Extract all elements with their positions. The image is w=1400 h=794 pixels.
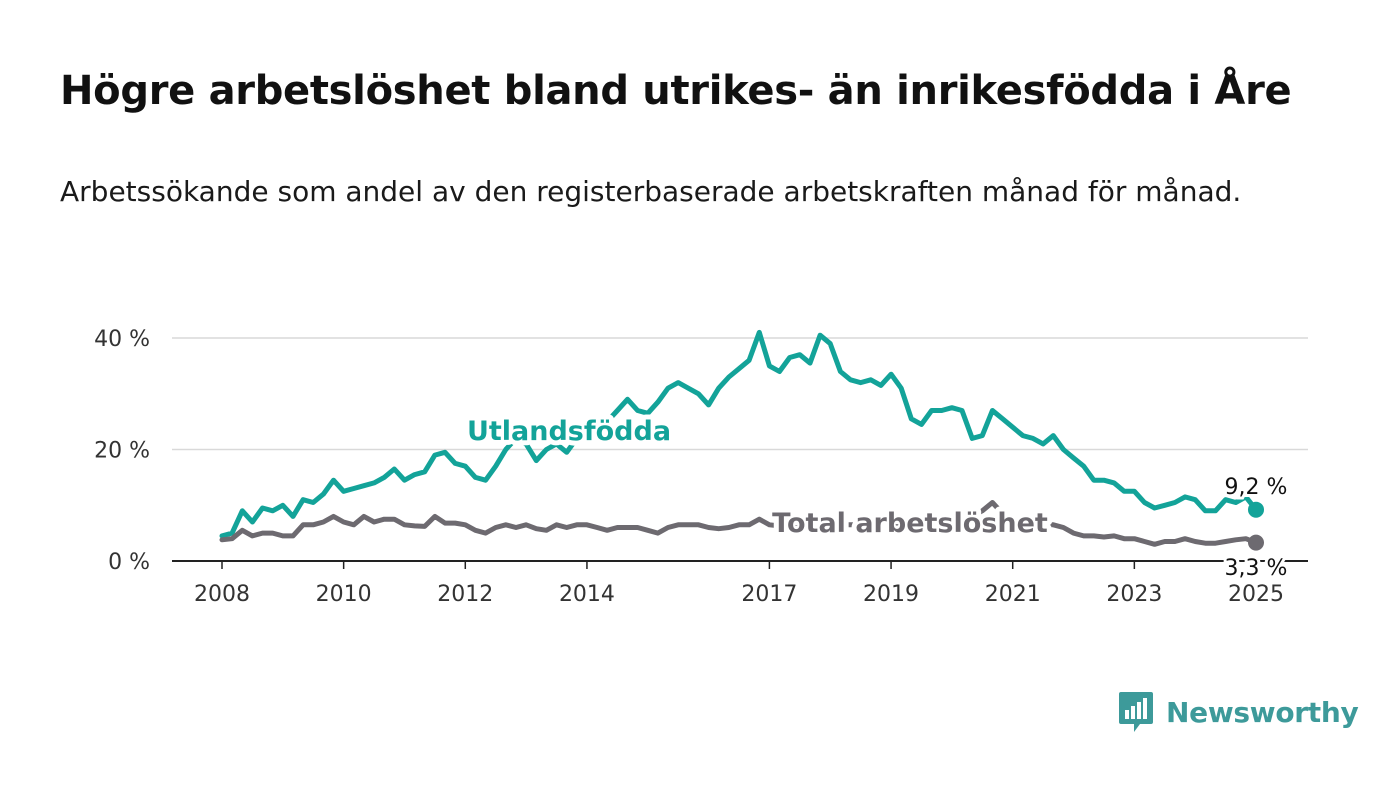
- x-tick-label: 2012: [437, 582, 493, 607]
- series-labels: Utlandsfödda Total arbetslöshet 9,2 % 3,3 %: [462, 411, 1291, 584]
- y-tick-label: 40 %: [94, 327, 150, 352]
- page-title: Högre arbetslöshet bland utrikes- än inr…: [60, 68, 1292, 114]
- series-label-utlandsfodda: Utlandsfödda: [467, 416, 671, 447]
- y-tick-label: 0 %: [108, 550, 150, 575]
- x-tick-label: 2008: [194, 582, 250, 607]
- end-value-label-total: 3,3 %: [1225, 556, 1288, 581]
- end-value-label-utlandsfodda: 9,2 %: [1225, 475, 1288, 500]
- x-tick-label: 2010: [316, 582, 372, 607]
- x-tick-label: 2021: [985, 582, 1041, 607]
- x-tick-label: 2019: [863, 582, 919, 607]
- x-tick-label: 2017: [741, 582, 797, 607]
- x-axis: 2008 2010 2012 2014 2017 2019 2021 2023 2025: [172, 560, 1308, 607]
- series-line-total: [219, 500, 1259, 547]
- bar-chart-speech-bubble-icon: [1119, 692, 1153, 732]
- brand-name: Newsworthy: [1166, 695, 1359, 729]
- series-lines: [219, 329, 1264, 551]
- series-label-total: Total arbetslöshet: [772, 508, 1048, 539]
- y-axis: 0 % 20 % 40 %: [94, 327, 150, 575]
- x-tick-label: 2023: [1106, 582, 1162, 607]
- gridlines: [172, 337, 1308, 451]
- x-tick-label: 2014: [559, 582, 615, 607]
- y-tick-label: 20 %: [94, 439, 150, 464]
- end-marker-total: [1248, 534, 1264, 551]
- brand-logo: Newsworthy: [1118, 690, 1359, 734]
- end-marker-utlandsfodda: [1248, 501, 1264, 518]
- series-line-utlandsfodda: [219, 329, 1259, 539]
- page-subtitle: Arbetssökande som andel av den registerb…: [60, 175, 1242, 208]
- x-tick-label: 2025: [1228, 582, 1284, 607]
